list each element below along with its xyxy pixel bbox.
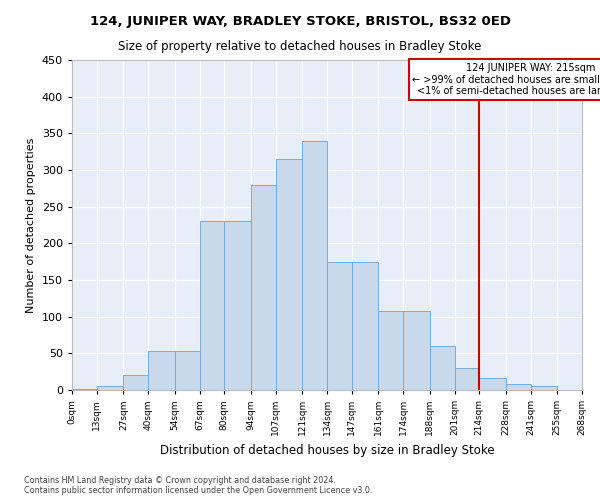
Bar (327, 262, 352, 390)
Text: Contains HM Land Registry data © Crown copyright and database right 2024.
Contai: Contains HM Land Registry data © Crown c… (24, 476, 373, 495)
Bar (97, 386, 124, 390)
Bar (199, 222, 224, 390)
Text: 124 JUNIPER WAY: 215sqm
← >99% of detached houses are smaller (1,645)
<1% of sem: 124 JUNIPER WAY: 215sqm ← >99% of detach… (412, 63, 600, 96)
Bar (352, 262, 379, 390)
X-axis label: Distribution of detached houses by size in Bradley Stoke: Distribution of detached houses by size … (160, 444, 494, 456)
Text: Size of property relative to detached houses in Bradley Stoke: Size of property relative to detached ho… (118, 40, 482, 53)
Bar (403, 311, 430, 390)
Bar (224, 222, 251, 390)
Bar (430, 346, 455, 390)
Bar (479, 378, 506, 390)
Bar (455, 368, 479, 390)
Bar (148, 351, 175, 390)
Bar (175, 351, 199, 390)
Bar (124, 376, 148, 390)
Bar (251, 184, 275, 390)
Bar (506, 384, 530, 390)
Bar (379, 311, 403, 390)
Bar (275, 159, 302, 390)
Bar (302, 140, 327, 390)
Y-axis label: Number of detached properties: Number of detached properties (26, 138, 36, 312)
Text: 124, JUNIPER WAY, BRADLEY STOKE, BRISTOL, BS32 0ED: 124, JUNIPER WAY, BRADLEY STOKE, BRISTOL… (89, 15, 511, 28)
Bar (530, 386, 557, 390)
